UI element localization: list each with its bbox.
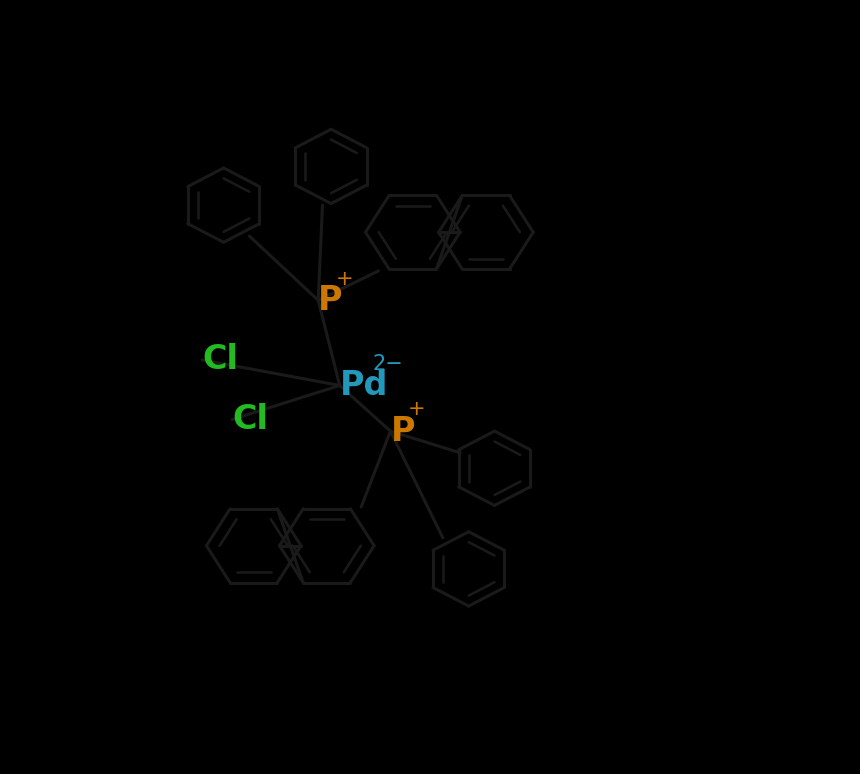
Text: 2−: 2− xyxy=(372,354,403,374)
Text: +: + xyxy=(408,399,425,420)
Text: Cl: Cl xyxy=(202,344,238,376)
Text: Cl: Cl xyxy=(232,403,268,436)
Text: +: + xyxy=(335,269,353,289)
Text: P: P xyxy=(390,415,415,447)
Text: Pd: Pd xyxy=(340,369,388,402)
Text: P: P xyxy=(318,284,342,317)
